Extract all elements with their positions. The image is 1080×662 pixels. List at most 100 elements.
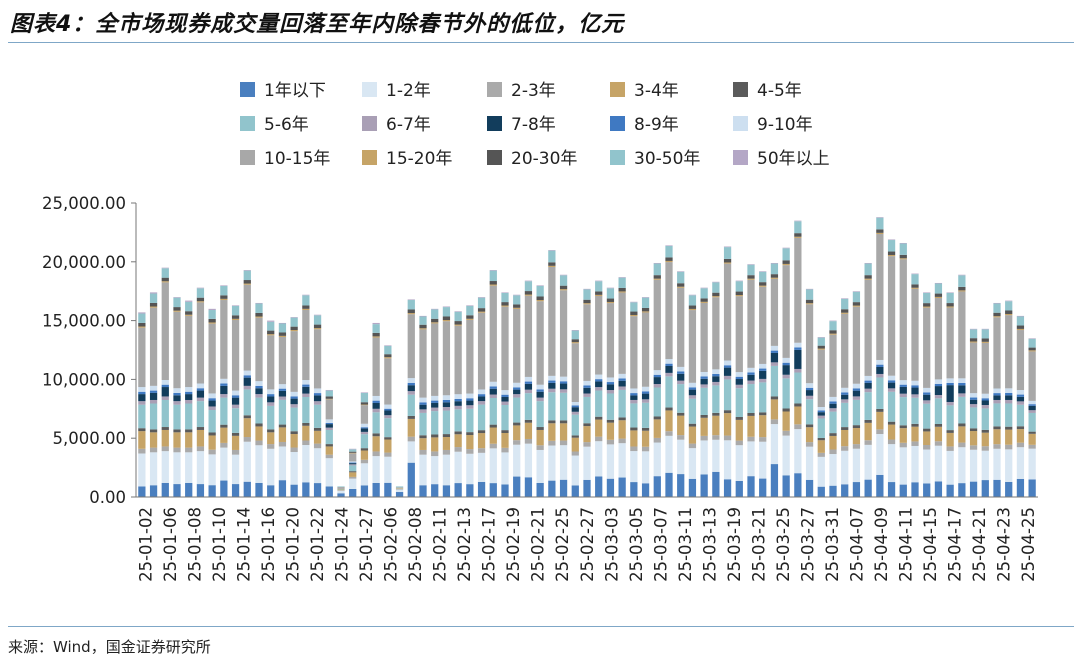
bar-segment-13: [946, 292, 954, 304]
bar-25-04-09: [887, 239, 896, 497]
legend-label-14: 50年以上: [757, 149, 830, 169]
bar-segment-5: [665, 376, 673, 408]
bar-segment-11: [313, 328, 322, 330]
bar-segment-2: [688, 443, 697, 449]
bar-segment-2: [899, 442, 907, 448]
bar-segment-14: [583, 288, 591, 290]
bar-segment-10: [419, 329, 427, 398]
bar-segment-9: [887, 375, 896, 381]
bar-segment-1: [653, 442, 661, 477]
bar-segment-8: [677, 371, 685, 374]
bar-segment-7: [911, 387, 919, 395]
bar-segment-11: [185, 314, 193, 316]
bar-segment-9: [325, 419, 333, 423]
y-axis: 0.00 5,000.00 10,000.00 15,000.00 20,000.00 2…: [42, 194, 137, 507]
bar-segment-3: [630, 430, 638, 447]
bar-segment-11: [759, 285, 767, 287]
bar-segment-0: [794, 473, 802, 497]
bar-segment-2: [981, 446, 989, 451]
bar-segment-3: [220, 427, 228, 443]
bar-25-03-25: [770, 262, 779, 497]
bar-segment-3: [876, 411, 884, 430]
bar-segment-0: [770, 464, 779, 497]
bar-segment-4: [712, 412, 720, 416]
bar-25-01-22: [302, 294, 310, 497]
bar-segment-8: [981, 398, 989, 401]
bar-segment-4: [231, 432, 240, 436]
bar-segment-9: [770, 345, 779, 351]
bar-segment-6: [419, 409, 427, 413]
x-tick-label: 25-02-06: [382, 507, 401, 582]
bar-segment-4: [923, 428, 931, 432]
bar-segment-5: [794, 372, 802, 404]
bar-segment-14: [278, 322, 287, 324]
x-tick-label: 25-03-13: [700, 507, 719, 582]
bar-segment-11: [794, 236, 802, 238]
bar-segment-5: [278, 399, 287, 425]
bar-segment-11: [583, 303, 591, 305]
bar-segment-10: [278, 336, 287, 385]
bar-segment-9: [173, 388, 181, 393]
bar-segment-10: [653, 279, 661, 371]
bar-segment-5: [196, 401, 205, 428]
bar-segment-3: [770, 399, 779, 420]
bar-segment-8: [700, 376, 708, 379]
bar-segment-3: [911, 426, 919, 442]
bar-segment-9: [723, 360, 732, 366]
bar-segment-4: [841, 427, 849, 430]
bar-segment-2: [290, 447, 298, 453]
bar-segment-4: [829, 433, 837, 436]
bar-segment-4: [267, 429, 275, 433]
bar-segment-14: [747, 264, 755, 265]
bar-segment-9: [817, 407, 825, 411]
bar-segment-10: [887, 256, 896, 376]
bar-segment-11: [1005, 313, 1013, 316]
bar-segment-6: [571, 411, 579, 415]
bar-segment-2: [794, 424, 802, 430]
bar-segment-11: [559, 289, 568, 291]
bar-segment-0: [583, 479, 591, 497]
bar-segment-11: [290, 330, 298, 332]
bar-segment-13: [360, 392, 369, 403]
bar-segment-12: [185, 311, 193, 315]
bar-segment-10: [173, 311, 181, 389]
bar-segment-7: [606, 384, 615, 391]
bar-segment-3: [536, 429, 544, 446]
bar-segment-9: [313, 388, 322, 394]
bar-segment-6: [384, 415, 392, 419]
bar-segment-7: [923, 394, 931, 401]
bar-25-04-03: [852, 291, 861, 497]
bar-segment-4: [208, 432, 216, 436]
bar-segment-9: [653, 370, 661, 375]
bar-segment-12: [641, 307, 650, 312]
x-tick-label: 25-01-06: [161, 507, 180, 582]
bar-segment-13: [536, 285, 544, 297]
bar-segment-11: [243, 283, 251, 285]
bar-segment-7: [641, 393, 650, 400]
bar-25-03-24: [759, 271, 767, 497]
bar-segment-11: [325, 398, 333, 400]
bar-segment-8: [688, 387, 697, 390]
bar-segment-10: [290, 331, 298, 392]
bar-segment-9: [524, 376, 533, 382]
bar-segment-1: [641, 451, 650, 484]
x-tick-label: 25-01-20: [284, 507, 303, 582]
bar-segment-7: [571, 407, 579, 412]
bar-segment-1: [1028, 448, 1036, 480]
bar-segment-10: [477, 312, 486, 390]
chart-legend: 1年以下 1-2年 2-3年 3-4年 4-5年 5-6年 6-7年 7-8年 8-9年 9-10…: [240, 81, 830, 169]
bar-segment-10: [548, 267, 556, 376]
bar-segment-6: [864, 388, 872, 393]
bar-segment-12: [196, 297, 205, 302]
bar-segment-12: [618, 287, 626, 292]
bar-segment-2: [606, 439, 615, 445]
bar-segment-0: [747, 476, 755, 497]
bar-segment-2: [395, 488, 404, 490]
bar-segment-11: [360, 404, 369, 406]
bar-segment-4: [618, 417, 626, 421]
bar-segment-5: [606, 393, 615, 420]
bar-segment-10: [735, 296, 743, 373]
bar-segment-7: [173, 395, 181, 402]
bar-segment-14: [665, 245, 673, 246]
x-tick-label: 25-04-15: [921, 507, 940, 582]
